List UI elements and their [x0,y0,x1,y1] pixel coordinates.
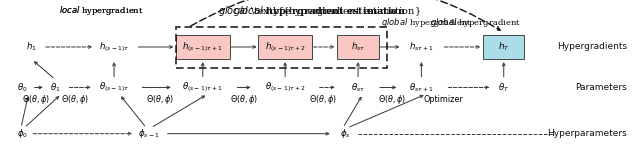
Bar [175,27,387,68]
Text: $\Theta(\theta,\phi)$: $\Theta(\theta,\phi)$ [61,93,90,106]
Text: $h_{(s-1)\tau+2}$: $h_{(s-1)\tau+2}$ [265,40,306,54]
Text: $h_T$: $h_T$ [498,41,509,53]
Text: $h_{s\tau}$: $h_{s\tau}$ [351,41,365,53]
Text: $\theta_{(s-1)\tau+2}$: $\theta_{(s-1)\tau+2}$ [265,81,305,94]
FancyBboxPatch shape [483,35,524,59]
Text: $\theta_{(s-1)\tau+1}$: $\theta_{(s-1)\tau+1}$ [182,81,223,94]
Text: Parameters: Parameters [575,83,627,92]
FancyBboxPatch shape [258,35,312,59]
Text: $\Theta(\theta,\phi)$: $\Theta(\theta,\phi)$ [230,93,258,106]
Text: $\phi_{s-1}$: $\phi_{s-1}$ [138,127,160,140]
FancyArrowPatch shape [191,0,500,30]
Text: $h_{(s-1)\tau+1}$: $h_{(s-1)\tau+1}$ [182,40,223,54]
Text: $\Theta(\theta,\phi)$: $\Theta(\theta,\phi)$ [22,93,50,106]
Text: $\Theta(\theta,\phi)$: $\Theta(\theta,\phi)$ [147,93,174,106]
Text: $\theta_T$: $\theta_T$ [498,81,509,94]
Text: $\theta_1$: $\theta_1$ [50,81,60,94]
Text: $h_1$: $h_1$ [26,41,37,53]
Text: Hyperparameters: Hyperparameters [548,129,627,138]
Text: $\theta_{s\tau+1}$: $\theta_{s\tau+1}$ [409,81,434,94]
Text: $\mathit{local}$ hypergradient: $\mathit{local}$ hypergradient [59,4,144,17]
FancyBboxPatch shape [337,35,379,59]
Text: Optimizer: Optimizer [424,95,463,104]
Text: $\Theta(\theta,\phi)$: $\Theta(\theta,\phi)$ [309,93,337,106]
Text: Hypergradients: Hypergradients [557,42,627,52]
Text: $\mathit{glocal}$ hypergradient estimation: $\mathit{glocal}$ hypergradient estimati… [234,4,406,18]
Text: $h_{(s-1)\tau}$: $h_{(s-1)\tau}$ [99,40,129,54]
Text: $\theta_{(s-1)\tau}$: $\theta_{(s-1)\tau}$ [99,81,129,94]
Text: $\theta_0$: $\theta_0$ [17,81,28,94]
Text: $\mathit{global}$ hypergradient: $\mathit{global}$ hypergradient [430,16,520,29]
Text: $\theta_{s\tau}$: $\theta_{s\tau}$ [351,81,365,94]
FancyBboxPatch shape [176,35,230,59]
Text: $\mathit{local}$ hypergradient: $\mathit{local}$ hypergradient [59,4,144,17]
Text: $\phi_s$: $\phi_s$ [340,127,351,140]
Text: $\phi_0$: $\phi_0$ [17,127,28,140]
Text: $\mathit{glocal}$ \textbf{hypergradient estimation}: $\mathit{glocal}$ \textbf{hypergradient … [218,4,422,18]
Text: $h_{s\tau+1}$: $h_{s\tau+1}$ [409,41,434,53]
Text: $\mathit{global}$ hypergradient: $\mathit{global}$ hypergradient [381,16,472,29]
Text: $\Theta(\theta,\phi)$: $\Theta(\theta,\phi)$ [378,93,406,106]
